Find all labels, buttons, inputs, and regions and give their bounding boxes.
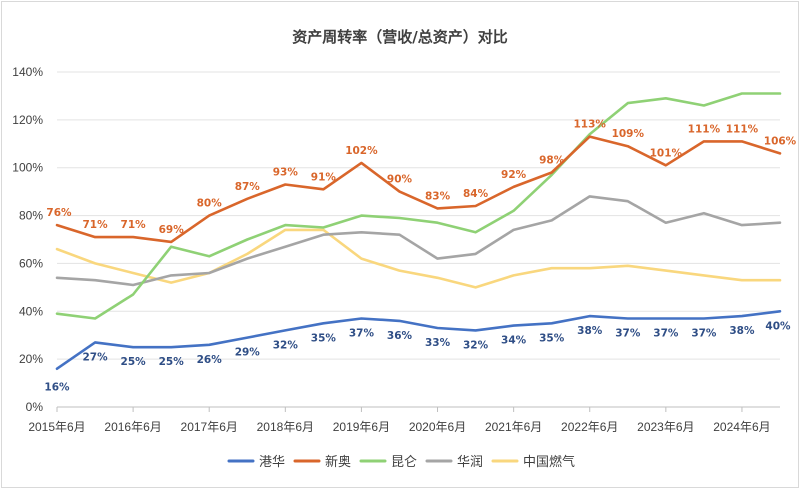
x-tick-label: 2020年6月 [409, 420, 466, 434]
data-label: 25% [159, 356, 185, 368]
data-label: 32% [273, 339, 299, 351]
legend-label: 新奥 [325, 454, 351, 470]
data-label: 35% [539, 332, 565, 344]
data-label: 102% [345, 145, 378, 157]
y-tick-label: 80% [19, 209, 43, 223]
data-label: 69% [159, 224, 185, 236]
data-label: 38% [729, 325, 755, 337]
x-tick-label: 2015年6月 [28, 420, 85, 434]
x-tick-label: 2019年6月 [333, 420, 390, 434]
data-label: 98% [539, 155, 565, 167]
data-label: 84% [463, 188, 489, 200]
data-label: 27% [82, 351, 108, 363]
data-label: 37% [615, 327, 641, 339]
x-tick-label: 2018年6月 [257, 420, 314, 434]
legend-label: 昆仑 [391, 455, 417, 470]
series-line-新奥 [55, 135, 782, 244]
y-tick-label: 120% [12, 113, 43, 127]
data-label: 34% [501, 335, 527, 347]
data-label: 38% [577, 325, 603, 337]
data-label: 106% [764, 135, 797, 147]
data-label: 37% [349, 327, 375, 339]
data-label: 36% [387, 330, 413, 342]
series-line-中国燃气 [55, 228, 782, 289]
data-label: 111% [688, 123, 721, 135]
y-tick-label: 140% [12, 65, 43, 79]
legend: 港华 新奥 昆仑 华润 中国燃气 [227, 454, 575, 470]
data-label: 16% [44, 382, 70, 394]
x-tick-label: 2023年6月 [637, 420, 694, 434]
data-label: 90% [387, 174, 413, 186]
x-tick-label: 2017年6月 [181, 420, 238, 434]
gridlines [57, 71, 780, 408]
x-tick-label: 2016年6月 [104, 420, 161, 434]
data-label: 80% [197, 198, 223, 210]
data-label: 29% [235, 347, 261, 359]
data-label: 83% [425, 190, 451, 202]
data-label: 111% [726, 123, 759, 135]
data-label: 109% [612, 128, 645, 140]
series-line-华润 [55, 195, 782, 287]
data-label: 76% [46, 207, 72, 219]
data-label: 91% [311, 171, 337, 183]
x-tick-label: 2022年6月 [561, 420, 618, 434]
series-lines [55, 92, 782, 371]
y-tick-label: 20% [19, 352, 43, 366]
data-label: 25% [121, 356, 147, 368]
legend-label: 华润 [457, 455, 483, 470]
series-line-昆仑 [55, 92, 782, 320]
x-tick-label: 2021年6月 [485, 420, 542, 434]
x-axis: 2015年6月 2016年6月 2017年6月 2018年6月 2019年6月 2020年… [28, 407, 771, 434]
data-label: 40% [765, 320, 791, 332]
x-tick-label: 2024年6月 [713, 420, 770, 434]
data-label: 87% [235, 181, 261, 193]
data-label: 113% [574, 119, 607, 131]
y-tick-label: 60% [19, 256, 43, 270]
y-tick-label: 40% [19, 304, 43, 318]
data-labels: 16% 27% 25% 25% 26% 29% 32% 35% 37% 36% 33% 32% 34% 3… [44, 119, 796, 394]
legend-label: 中国燃气 [523, 454, 575, 470]
y-tick-label: 0% [26, 400, 44, 414]
series-line-港华 [55, 309, 782, 371]
data-label: 101% [650, 147, 683, 159]
data-label: 35% [311, 332, 337, 344]
data-label: 37% [653, 327, 679, 339]
data-label: 93% [273, 166, 299, 178]
data-label: 92% [501, 169, 527, 181]
data-label: 71% [82, 219, 108, 231]
y-axis: 0% 20% 40% 60% 80% 100% 120% 140% [12, 65, 43, 414]
legend-label: 港华 [259, 455, 285, 470]
data-label: 32% [463, 339, 489, 351]
data-label: 26% [197, 354, 223, 366]
data-label: 33% [425, 337, 451, 349]
data-label: 37% [691, 327, 717, 339]
y-tick-label: 100% [12, 161, 43, 175]
data-label: 71% [121, 219, 147, 231]
chart-title: 资产周转率（营收/总资产）对比 [292, 28, 507, 46]
